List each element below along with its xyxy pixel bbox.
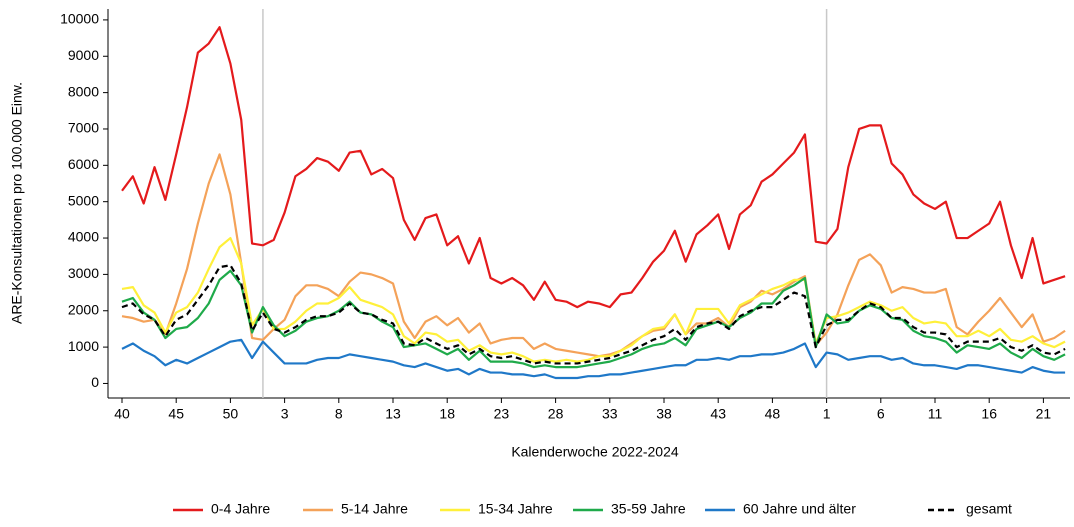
x-tick-label: 8 — [335, 406, 343, 422]
y-tick-label: 10000 — [60, 11, 99, 27]
x-tick-label: 50 — [223, 406, 239, 422]
y-tick-label: 1000 — [68, 338, 99, 354]
legend-label: 5-14 Jahre — [341, 501, 408, 517]
y-tick-label: 2000 — [68, 301, 99, 317]
y-tick-label: 9000 — [68, 47, 99, 63]
x-tick-label: 3 — [281, 406, 289, 422]
x-tick-label: 45 — [168, 406, 184, 422]
series-line — [121, 26, 1066, 309]
series-line — [121, 338, 1066, 380]
x-tick-label: 48 — [765, 406, 781, 422]
y-tick-label: 7000 — [68, 120, 99, 136]
legend-label: 60 Jahre und älter — [743, 501, 856, 517]
x-tick-label: 38 — [656, 406, 672, 422]
x-tick-label: 33 — [602, 406, 618, 422]
x-tick-label: 21 — [1036, 406, 1052, 422]
legend-label: gesamt — [966, 501, 1012, 517]
x-tick-label: 18 — [439, 406, 455, 422]
x-tick-label: 40 — [114, 406, 130, 422]
y-tick-label: 0 — [91, 374, 99, 390]
y-tick-label: 3000 — [68, 265, 99, 281]
x-tick-label: 6 — [877, 406, 885, 422]
y-tick-label: 8000 — [68, 83, 99, 99]
x-tick-label: 11 — [928, 406, 943, 422]
x-tick-label: 23 — [494, 406, 510, 422]
legend-label: 15-34 Jahre — [478, 501, 553, 517]
series-line — [121, 236, 1066, 363]
y-tick-label: 4000 — [68, 229, 99, 245]
x-tick-label: 43 — [710, 406, 726, 422]
x-tick-label: 16 — [981, 406, 997, 422]
y-axis-label: ARE-Konsultationen pro 100.000 Einw. — [9, 82, 25, 324]
y-tick-label: 5000 — [68, 192, 99, 208]
legend-label: 0-4 Jahre — [211, 501, 270, 517]
x-axis-label: Kalenderwoche 2022-2024 — [511, 444, 679, 460]
series-line — [121, 264, 1066, 365]
series-line — [121, 153, 1066, 358]
x-tick-label: 13 — [385, 406, 401, 422]
y-tick-label: 6000 — [68, 156, 99, 172]
x-tick-label: 28 — [548, 406, 564, 422]
x-tick-label: 1 — [823, 406, 831, 422]
legend-label: 35-59 Jahre — [611, 501, 686, 517]
